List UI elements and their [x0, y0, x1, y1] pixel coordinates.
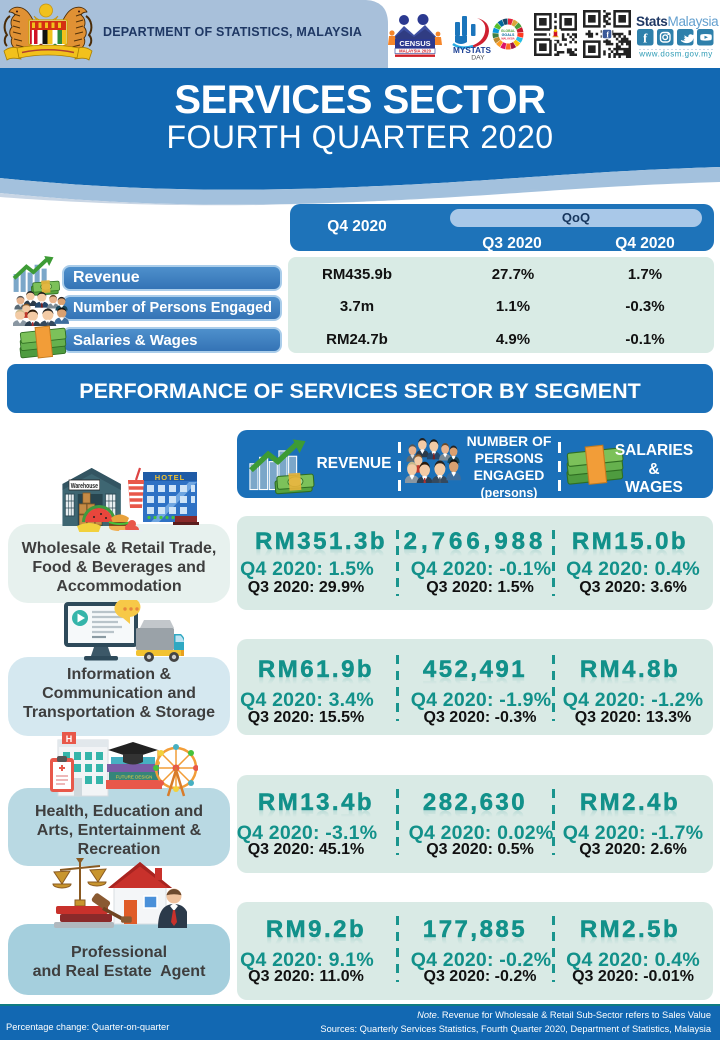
svg-text:f: f — [606, 30, 609, 39]
svg-text:CENSUS: CENSUS — [399, 39, 430, 48]
svg-text:www.dosm.gov.my: www.dosm.gov.my — [638, 50, 713, 59]
svg-text:HOTEL: HOTEL — [155, 473, 185, 482]
svg-text:f: f — [643, 30, 648, 45]
svg-text:FUTURE DESIGN: FUTURE DESIGN — [116, 775, 153, 780]
svg-text:MALAYSIA: MALAYSIA — [501, 37, 514, 41]
svg-text:H: H — [66, 734, 73, 744]
svg-text:MYSTATS: MYSTATS — [453, 46, 491, 55]
svg-text:MALAYSIA 2020: MALAYSIA 2020 — [399, 49, 431, 54]
svg-text:GOALS: GOALS — [502, 33, 515, 37]
svg-text:Warehouse: Warehouse — [71, 482, 99, 490]
svg-text:GLOBAL: GLOBAL — [501, 29, 515, 33]
svg-text:DAY: DAY — [471, 55, 485, 61]
